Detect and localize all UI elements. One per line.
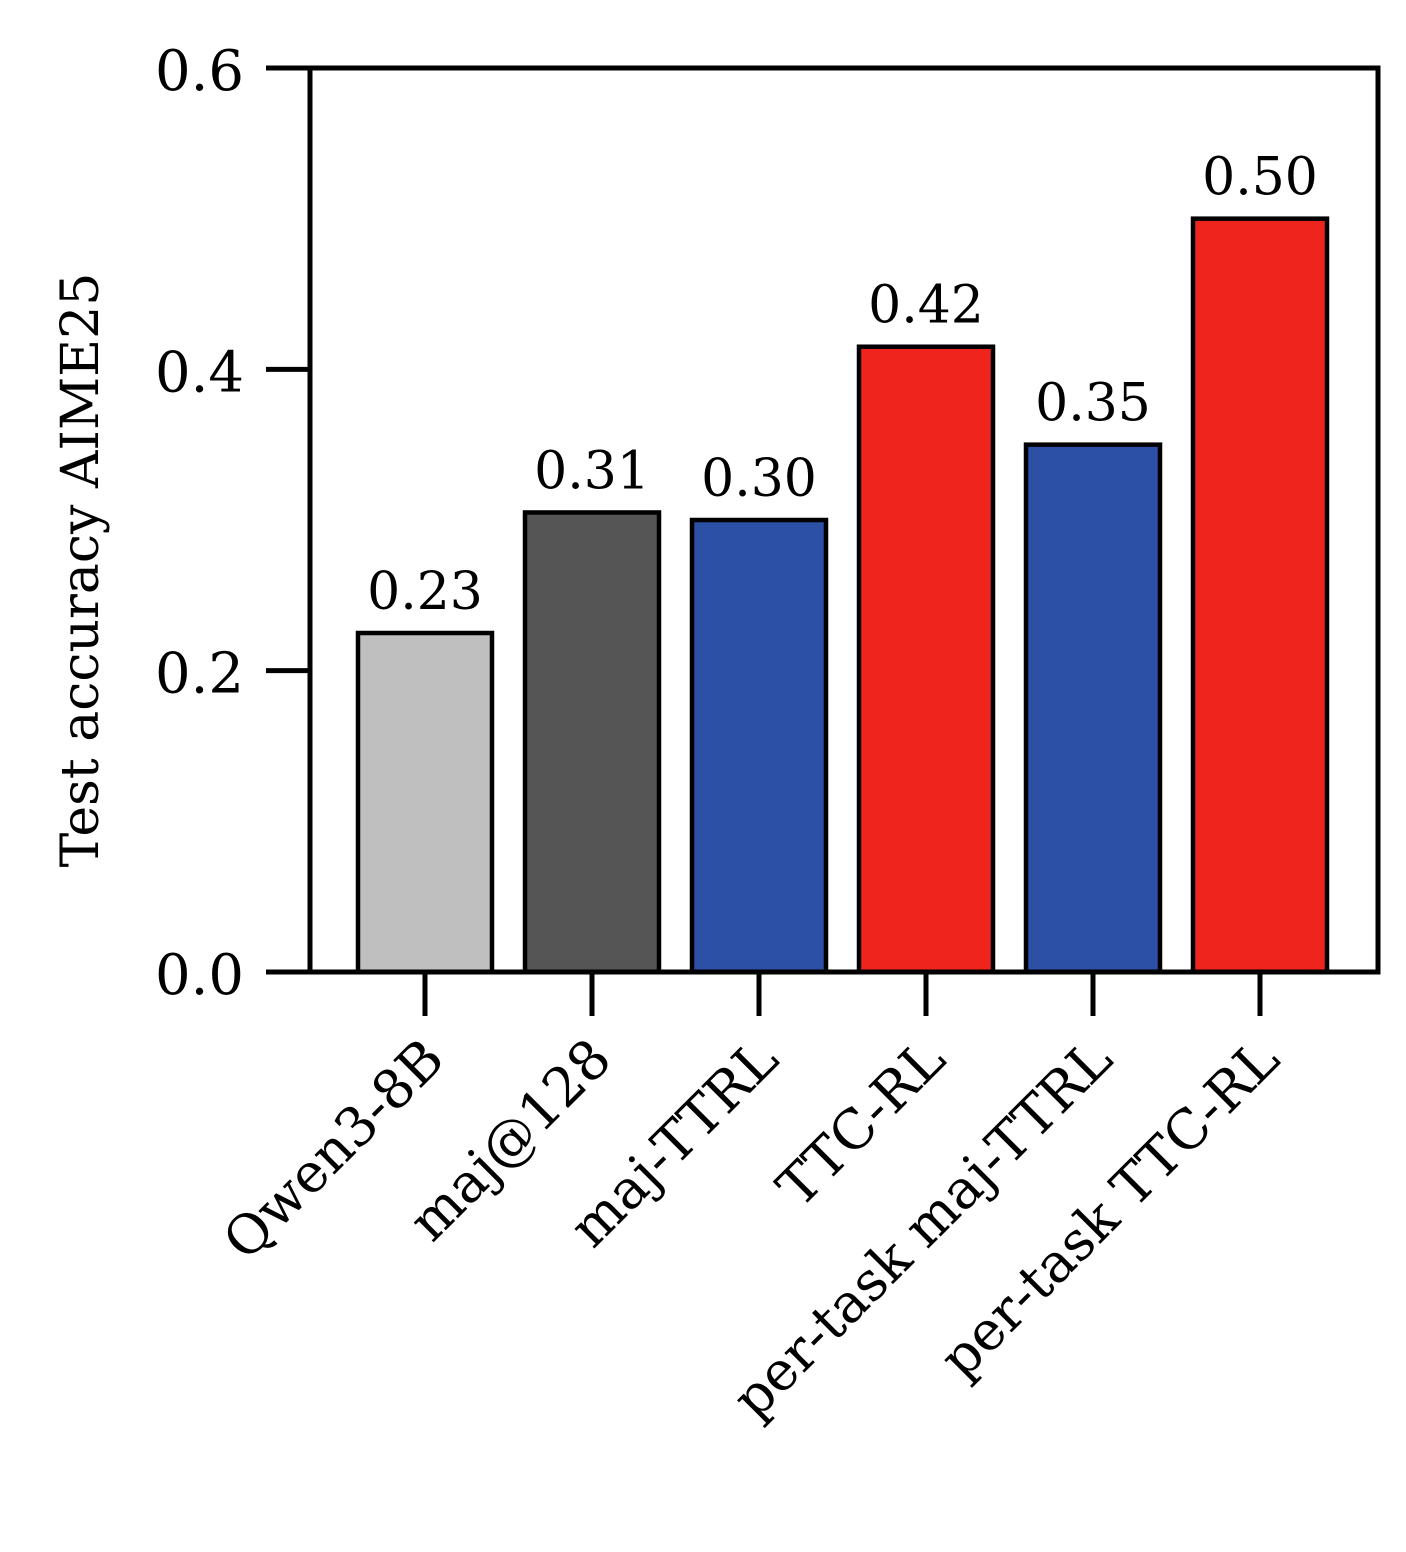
value-label-2: 0.30 [701, 449, 817, 509]
value-label-0: 0.23 [367, 562, 483, 622]
value-label-1: 0.31 [534, 441, 650, 501]
y-axis: 0.0 0.2 0.4 0.6 [155, 39, 310, 1008]
value-labels-group: 0.23 0.31 0.30 0.42 0.35 0.50 [367, 148, 1318, 622]
bar-0 [355, 630, 495, 975]
bar-5 [1190, 216, 1330, 975]
value-label-3: 0.42 [868, 276, 984, 336]
plot-frame [307, 65, 1381, 975]
bar-4 [1023, 442, 1163, 975]
y-tick-label-0: 0.0 [155, 943, 244, 1008]
bar-2 [689, 517, 829, 975]
y-axis-label: Test accuracy AIME25 [51, 273, 111, 868]
value-label-5: 0.50 [1202, 148, 1318, 208]
bar-3 [856, 344, 996, 975]
y-tick-label-2: 0.4 [155, 340, 244, 405]
value-label-4: 0.35 [1035, 374, 1151, 434]
y-tick-label-1: 0.2 [155, 642, 244, 707]
bar-1 [522, 510, 662, 975]
y-tick-label-3: 0.6 [155, 39, 244, 104]
bars-group [355, 216, 1330, 975]
